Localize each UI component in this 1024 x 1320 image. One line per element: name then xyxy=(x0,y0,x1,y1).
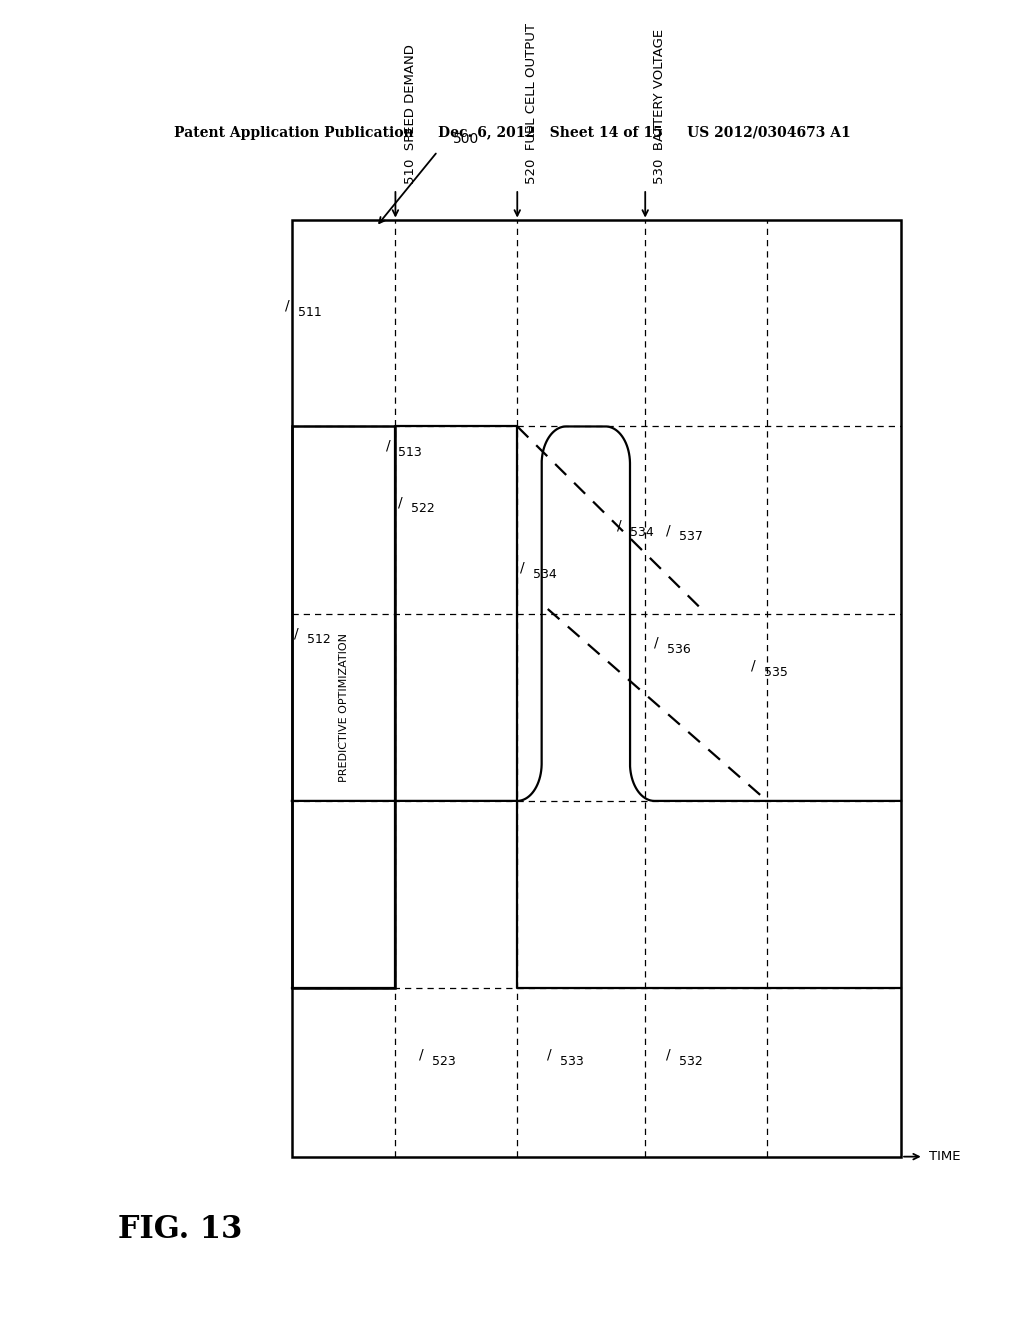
Text: /: / xyxy=(520,561,524,574)
Text: /: / xyxy=(398,495,402,510)
Text: 523: 523 xyxy=(432,1055,456,1068)
Text: /: / xyxy=(617,519,622,532)
Text: 512: 512 xyxy=(307,634,331,647)
Text: /: / xyxy=(386,440,390,453)
Text: TIME: TIME xyxy=(929,1150,961,1163)
Text: /: / xyxy=(666,523,671,537)
Text: /: / xyxy=(666,1048,671,1061)
Bar xyxy=(292,220,901,1156)
Text: /: / xyxy=(419,1048,424,1061)
Text: 513: 513 xyxy=(398,446,422,459)
Text: 537: 537 xyxy=(679,531,702,544)
Text: /: / xyxy=(294,626,299,640)
Text: FIG. 13: FIG. 13 xyxy=(118,1214,242,1245)
Text: 500: 500 xyxy=(453,132,479,145)
Text: 530  BATTERY VOLTAGE: 530 BATTERY VOLTAGE xyxy=(653,29,667,183)
Text: /: / xyxy=(285,298,290,313)
Text: 533: 533 xyxy=(560,1055,584,1068)
Text: 510  SPEED DEMAND: 510 SPEED DEMAND xyxy=(403,44,417,183)
Text: 522: 522 xyxy=(411,503,434,515)
Text: 532: 532 xyxy=(679,1055,702,1068)
Text: 520  FUEL CELL OUTPUT: 520 FUEL CELL OUTPUT xyxy=(525,22,539,183)
Text: 535: 535 xyxy=(764,667,787,680)
Text: /: / xyxy=(653,635,658,649)
Text: 534: 534 xyxy=(532,568,556,581)
Text: /: / xyxy=(752,659,756,673)
Text: 536: 536 xyxy=(667,643,690,656)
Text: /: / xyxy=(547,1048,552,1061)
Text: PREDICTIVE OPTIMIZATION: PREDICTIVE OPTIMIZATION xyxy=(339,632,348,781)
Text: 511: 511 xyxy=(298,306,322,319)
Text: Patent Application Publication     Dec. 6, 2012   Sheet 14 of 15     US 2012/030: Patent Application Publication Dec. 6, 2… xyxy=(174,125,850,140)
Bar xyxy=(292,426,395,989)
Text: 534: 534 xyxy=(630,525,653,539)
